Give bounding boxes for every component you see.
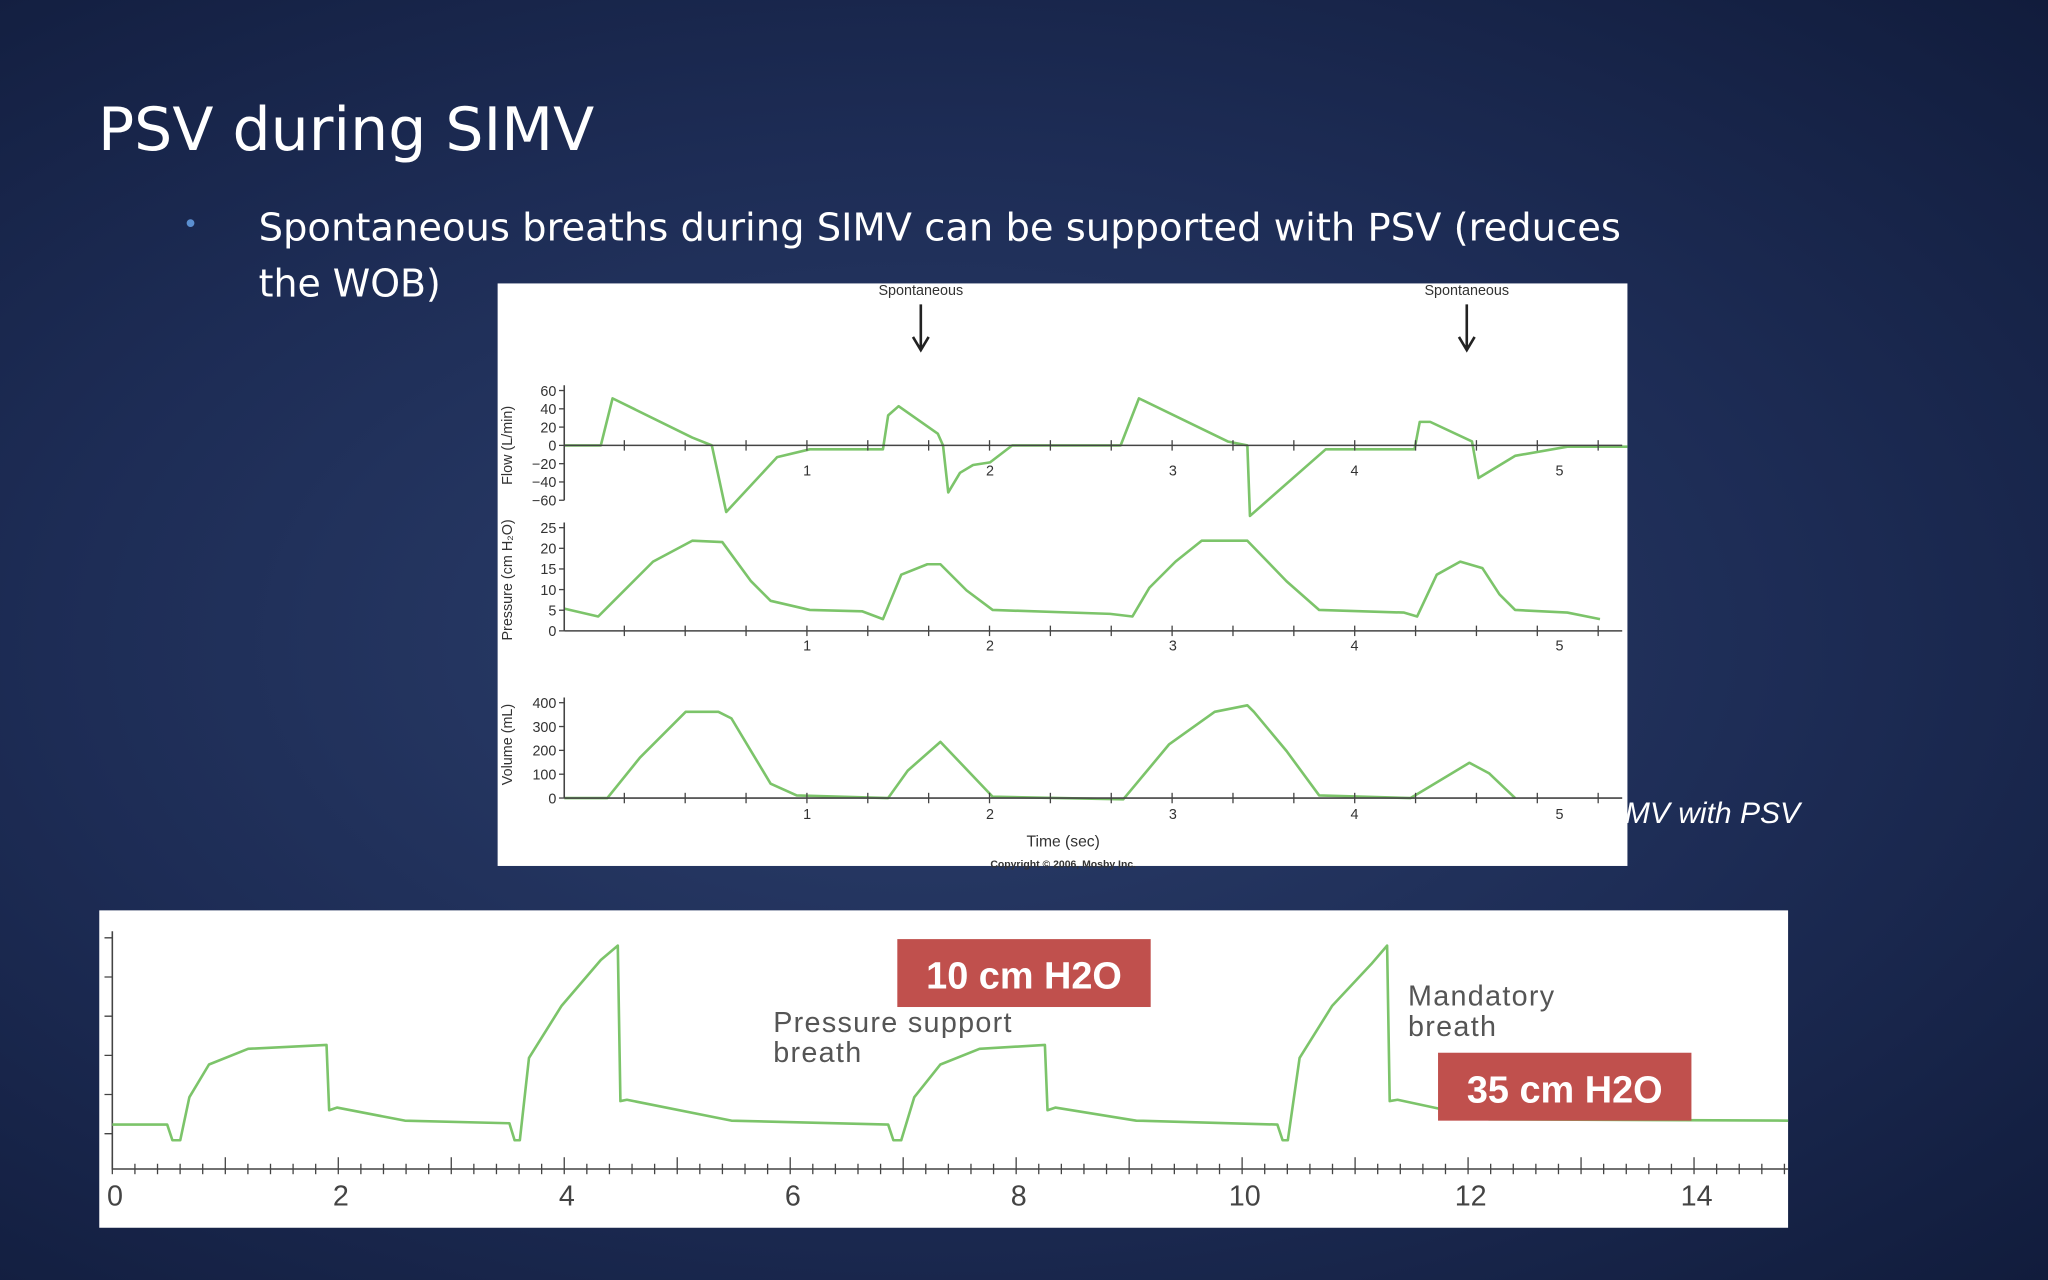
- axis: [563, 385, 1623, 501]
- figure-pressure: 10 cm H2O 35 cm H2O Pressure support bre…: [99, 910, 1789, 1228]
- x-tick-label: 0: [107, 1181, 123, 1213]
- x-tick-label: 3: [1169, 463, 1177, 479]
- y-tick-label: 20: [540, 420, 556, 436]
- y-axis-label: Flow (L/min): [500, 406, 516, 485]
- y-axis-label: Pressure (cm H₂O): [500, 519, 516, 640]
- annotation: Spontaneous: [1424, 283, 1509, 299]
- x-tick-label: 10: [1229, 1181, 1261, 1213]
- y-tick-label: 60: [540, 384, 556, 400]
- pressure-label: 10 cm H2O: [926, 956, 1122, 998]
- figure-background: [497, 283, 1628, 866]
- y-axis-label: Volume (mL): [500, 704, 516, 785]
- flow-wave: [564, 397, 1628, 518]
- copyright: Copyright © 2006, Mosby Inc.: [990, 859, 1136, 870]
- annotation: Mandatory: [1408, 981, 1555, 1013]
- y-tick-label: 300: [532, 720, 556, 736]
- y-tick-label: 10: [540, 583, 556, 599]
- y-tick-label: 200: [532, 744, 556, 760]
- pressure-wave: [563, 539, 1601, 621]
- x-tick-label: 5: [1556, 463, 1564, 479]
- x-tick-label: 1: [803, 638, 811, 654]
- x-tick-label: 12: [1455, 1181, 1487, 1213]
- x-tick-label: 2: [986, 463, 994, 479]
- annotation: Pressure support: [773, 1007, 1013, 1039]
- caption: MV with PSV: [1625, 797, 1803, 830]
- pressure-label: 35 cm H2O: [1467, 1069, 1663, 1111]
- x-tick-label: 1: [803, 807, 811, 823]
- x-tick-label: 1: [803, 463, 811, 479]
- y-tick-label: 25: [540, 521, 556, 537]
- y-ticks: [104, 937, 113, 1135]
- arrows: [911, 304, 1476, 353]
- y-tick-label: 0: [548, 791, 556, 807]
- pressure-wave: [112, 944, 1789, 1142]
- x-tick-label: 5: [1556, 807, 1564, 823]
- label-box: [897, 939, 1151, 1008]
- annotation: Spontaneous: [878, 283, 963, 299]
- y-tick-label: −60: [532, 493, 556, 509]
- y-tick-label: −40: [532, 475, 556, 491]
- y-tick-label: 20: [540, 542, 556, 558]
- annotation: breath: [1408, 1011, 1497, 1043]
- x-tick-label: 4: [1350, 807, 1358, 823]
- x-tick-label: 3: [1169, 807, 1177, 823]
- bullet-text: the WOB): [259, 261, 441, 305]
- y-tick-label: 15: [540, 562, 556, 578]
- bullet-text: Spontaneous breaths during SIMV can be s…: [259, 205, 1621, 249]
- slide-title: PSV during SIMV: [98, 95, 594, 165]
- label-box: [1438, 1052, 1692, 1121]
- x-tick-label: 14: [1681, 1181, 1713, 1213]
- x-tick-label: 2: [986, 807, 994, 823]
- y-tick-label: −20: [532, 457, 556, 473]
- x-tick-label: 6: [785, 1181, 801, 1213]
- y-tick-label: 40: [540, 402, 556, 418]
- x-tick-label: 2: [986, 638, 994, 654]
- bullet-dot: •: [185, 207, 195, 239]
- y-tick-label: 100: [532, 767, 556, 783]
- x-tick-label: 4: [1350, 463, 1358, 479]
- axis: [563, 522, 1623, 632]
- x-tick-label: 3: [1169, 638, 1177, 654]
- x-tick-label: 5: [1556, 638, 1564, 654]
- x-axis-label: Time (sec): [1027, 833, 1100, 850]
- axis: [563, 697, 1623, 799]
- y-tick-label: 0: [548, 439, 556, 455]
- y-tick-label: 400: [532, 696, 556, 712]
- annotation: breath: [773, 1037, 862, 1069]
- x-tick-label: 4: [1350, 638, 1358, 654]
- x-tick-label: 2: [333, 1181, 349, 1213]
- y-tick-label: 0: [548, 624, 556, 640]
- y-tick-label: 5: [548, 603, 556, 619]
- x-tick-label: 8: [1011, 1181, 1027, 1213]
- x-tick-label: 4: [559, 1181, 575, 1213]
